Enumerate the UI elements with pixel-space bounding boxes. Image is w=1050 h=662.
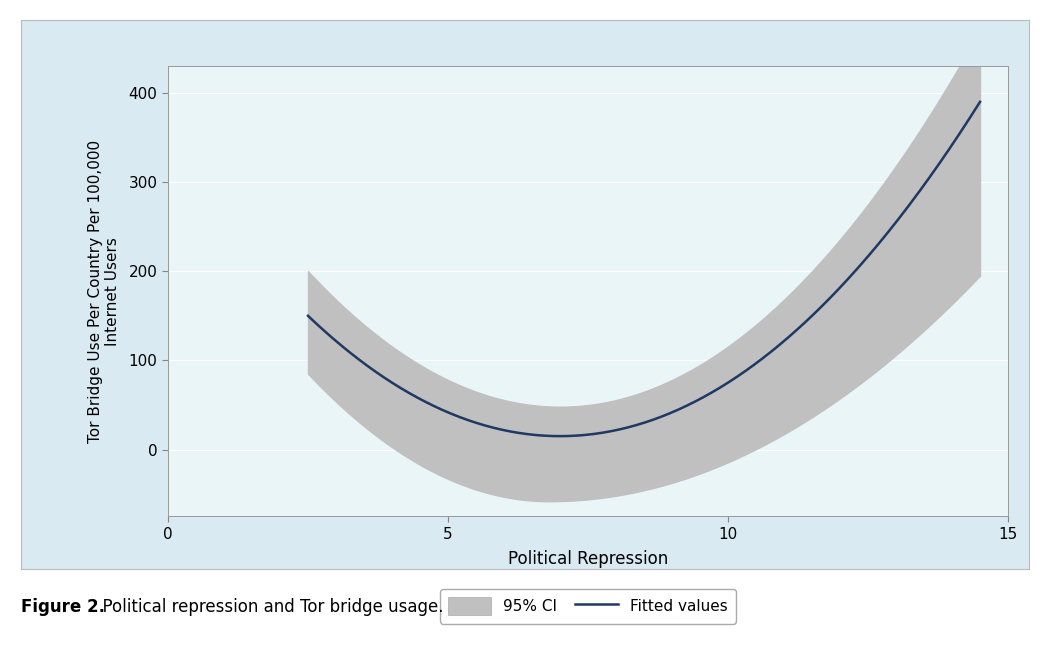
Text: Figure 2.: Figure 2. <box>21 598 105 616</box>
X-axis label: Political Repression: Political Repression <box>508 550 668 568</box>
Y-axis label: Tor Bridge Use Per Country Per 100,000
Internet Users: Tor Bridge Use Per Country Per 100,000 I… <box>88 140 121 443</box>
Text: Political repression and Tor bridge usage.: Political repression and Tor bridge usag… <box>92 598 444 616</box>
Legend: 95% CI, Fitted values: 95% CI, Fitted values <box>440 589 736 624</box>
